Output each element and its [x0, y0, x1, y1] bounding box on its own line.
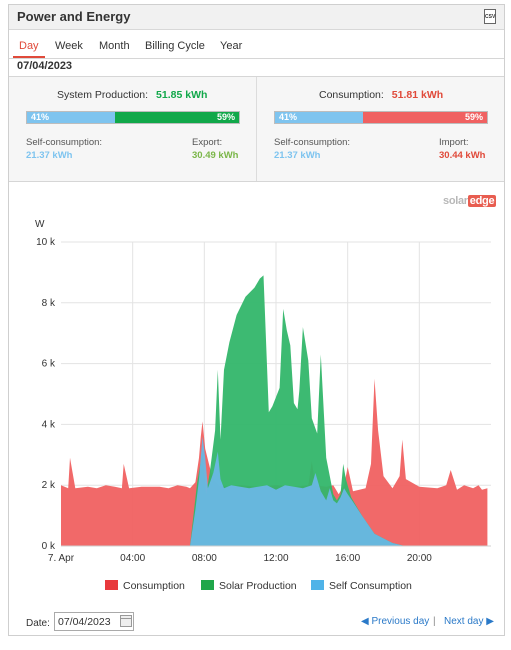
- y-tick-label: 10 k: [36, 237, 56, 248]
- tab-day[interactable]: Day: [19, 40, 39, 52]
- production-self-label: Self-consumption:: [26, 137, 103, 148]
- tab-billing-cycle[interactable]: Billing Cycle: [145, 40, 205, 52]
- chart-footer: Date: ◀ Previous day | Next day ▶: [9, 605, 504, 635]
- legend-swatch-3: [311, 580, 324, 590]
- x-tick-label: 16:00: [335, 553, 360, 564]
- calendar-icon[interactable]: [120, 615, 132, 627]
- x-tick-label: 04:00: [120, 553, 145, 564]
- date-input[interactable]: [54, 612, 134, 631]
- production-summary: System Production: 51.85 kWh 41% 59% Self…: [9, 77, 256, 181]
- self-consumption-area: [190, 436, 405, 546]
- consumption-self-segment: 41%: [275, 112, 363, 123]
- production-self-value: 21.37 kWh: [26, 150, 73, 161]
- production-self-segment: 41%: [27, 112, 115, 123]
- period-tabs: Day Week Month Billing Cycle Year: [9, 38, 504, 59]
- consumption-import-segment: 59%: [363, 112, 487, 123]
- logo-text-edge: edge: [467, 195, 497, 207]
- active-tab-indicator: [13, 56, 45, 58]
- tab-week[interactable]: Week: [55, 40, 83, 52]
- legend-swatch-2: [201, 580, 214, 590]
- consumption-area: [61, 378, 488, 546]
- production-export-segment: 59%: [115, 112, 239, 123]
- power-chart: 0 k 2 k 4 k 6 k 8 k 10 k 7. Apr 04:00 08:00 12:00…: [35, 219, 491, 592]
- tab-year[interactable]: Year: [220, 40, 243, 52]
- nav-separator: |: [433, 616, 436, 627]
- selected-date: 07/04/2023: [17, 60, 73, 72]
- previous-day-link[interactable]: ◀ Previous day: [361, 616, 430, 627]
- import-label: Import:: [439, 137, 469, 148]
- consumption-self-value: 21.37 kWh: [274, 150, 321, 161]
- consumption-summary: Consumption: 51.81 kWh 41% 59% Self-consu…: [257, 77, 504, 181]
- date-label: Date:: [26, 618, 50, 629]
- x-tick-label: 12:00: [263, 553, 288, 564]
- production-value: 51.85 kWh: [156, 89, 208, 101]
- consumption-heading: Consumption: 51.81 kWh: [319, 89, 443, 101]
- solaredge-logo: solar edge: [443, 195, 497, 207]
- import-value: 30.44 kWh: [439, 150, 486, 161]
- y-axis-label: W: [35, 219, 45, 230]
- production-split-bar: 41% 59%: [26, 111, 240, 124]
- consumption-split-bar: 41% 59%: [274, 111, 488, 124]
- consumption-self-label: Self-consumption:: [274, 137, 351, 148]
- y-tick-label: 2 k: [42, 480, 56, 491]
- logo-text-solar: solar: [443, 195, 468, 207]
- export-label: Export:: [192, 137, 223, 148]
- y-tick-label: 4 k: [42, 419, 56, 430]
- x-tick-label: 7. Apr: [48, 553, 75, 564]
- solar-production-area: [190, 275, 405, 546]
- previous-day-label: Previous day: [371, 616, 430, 627]
- next-day-link[interactable]: Next day ▶: [444, 616, 494, 627]
- y-tick-label: 0 k: [42, 541, 56, 552]
- selected-date-bar: 07/04/2023: [9, 58, 504, 77]
- legend-label-3: Self Consumption: [329, 580, 412, 592]
- consumption-label: Consumption:: [319, 89, 384, 101]
- legend-swatch-1: [105, 580, 118, 590]
- legend-label-2: Solar Production: [219, 580, 297, 592]
- y-tick-label: 6 k: [42, 359, 56, 370]
- production-heading: System Production: 51.85 kWh: [57, 89, 207, 101]
- panel-header: Power and Energy CSV: [9, 5, 504, 30]
- legend-label-1: Consumption: [123, 580, 185, 592]
- energy-summary: System Production: 51.85 kWh 41% 59% Self…: [9, 77, 504, 182]
- csv-export-icon[interactable]: CSV: [484, 9, 496, 24]
- consumption-value: 51.81 kWh: [391, 89, 444, 101]
- power-energy-panel: Power and Energy CSV Day Week Month Bill…: [8, 4, 505, 636]
- y-tick-label: 8 k: [42, 298, 56, 309]
- export-value: 30.49 kWh: [192, 150, 239, 161]
- production-label: System Production:: [57, 89, 149, 101]
- x-tick-label: 08:00: [192, 553, 217, 564]
- x-tick-label: 20:00: [407, 553, 432, 564]
- panel-title: Power and Energy: [17, 9, 131, 24]
- summary-divider: [256, 77, 257, 181]
- next-day-label: Next day: [444, 616, 484, 627]
- tab-month[interactable]: Month: [99, 40, 130, 52]
